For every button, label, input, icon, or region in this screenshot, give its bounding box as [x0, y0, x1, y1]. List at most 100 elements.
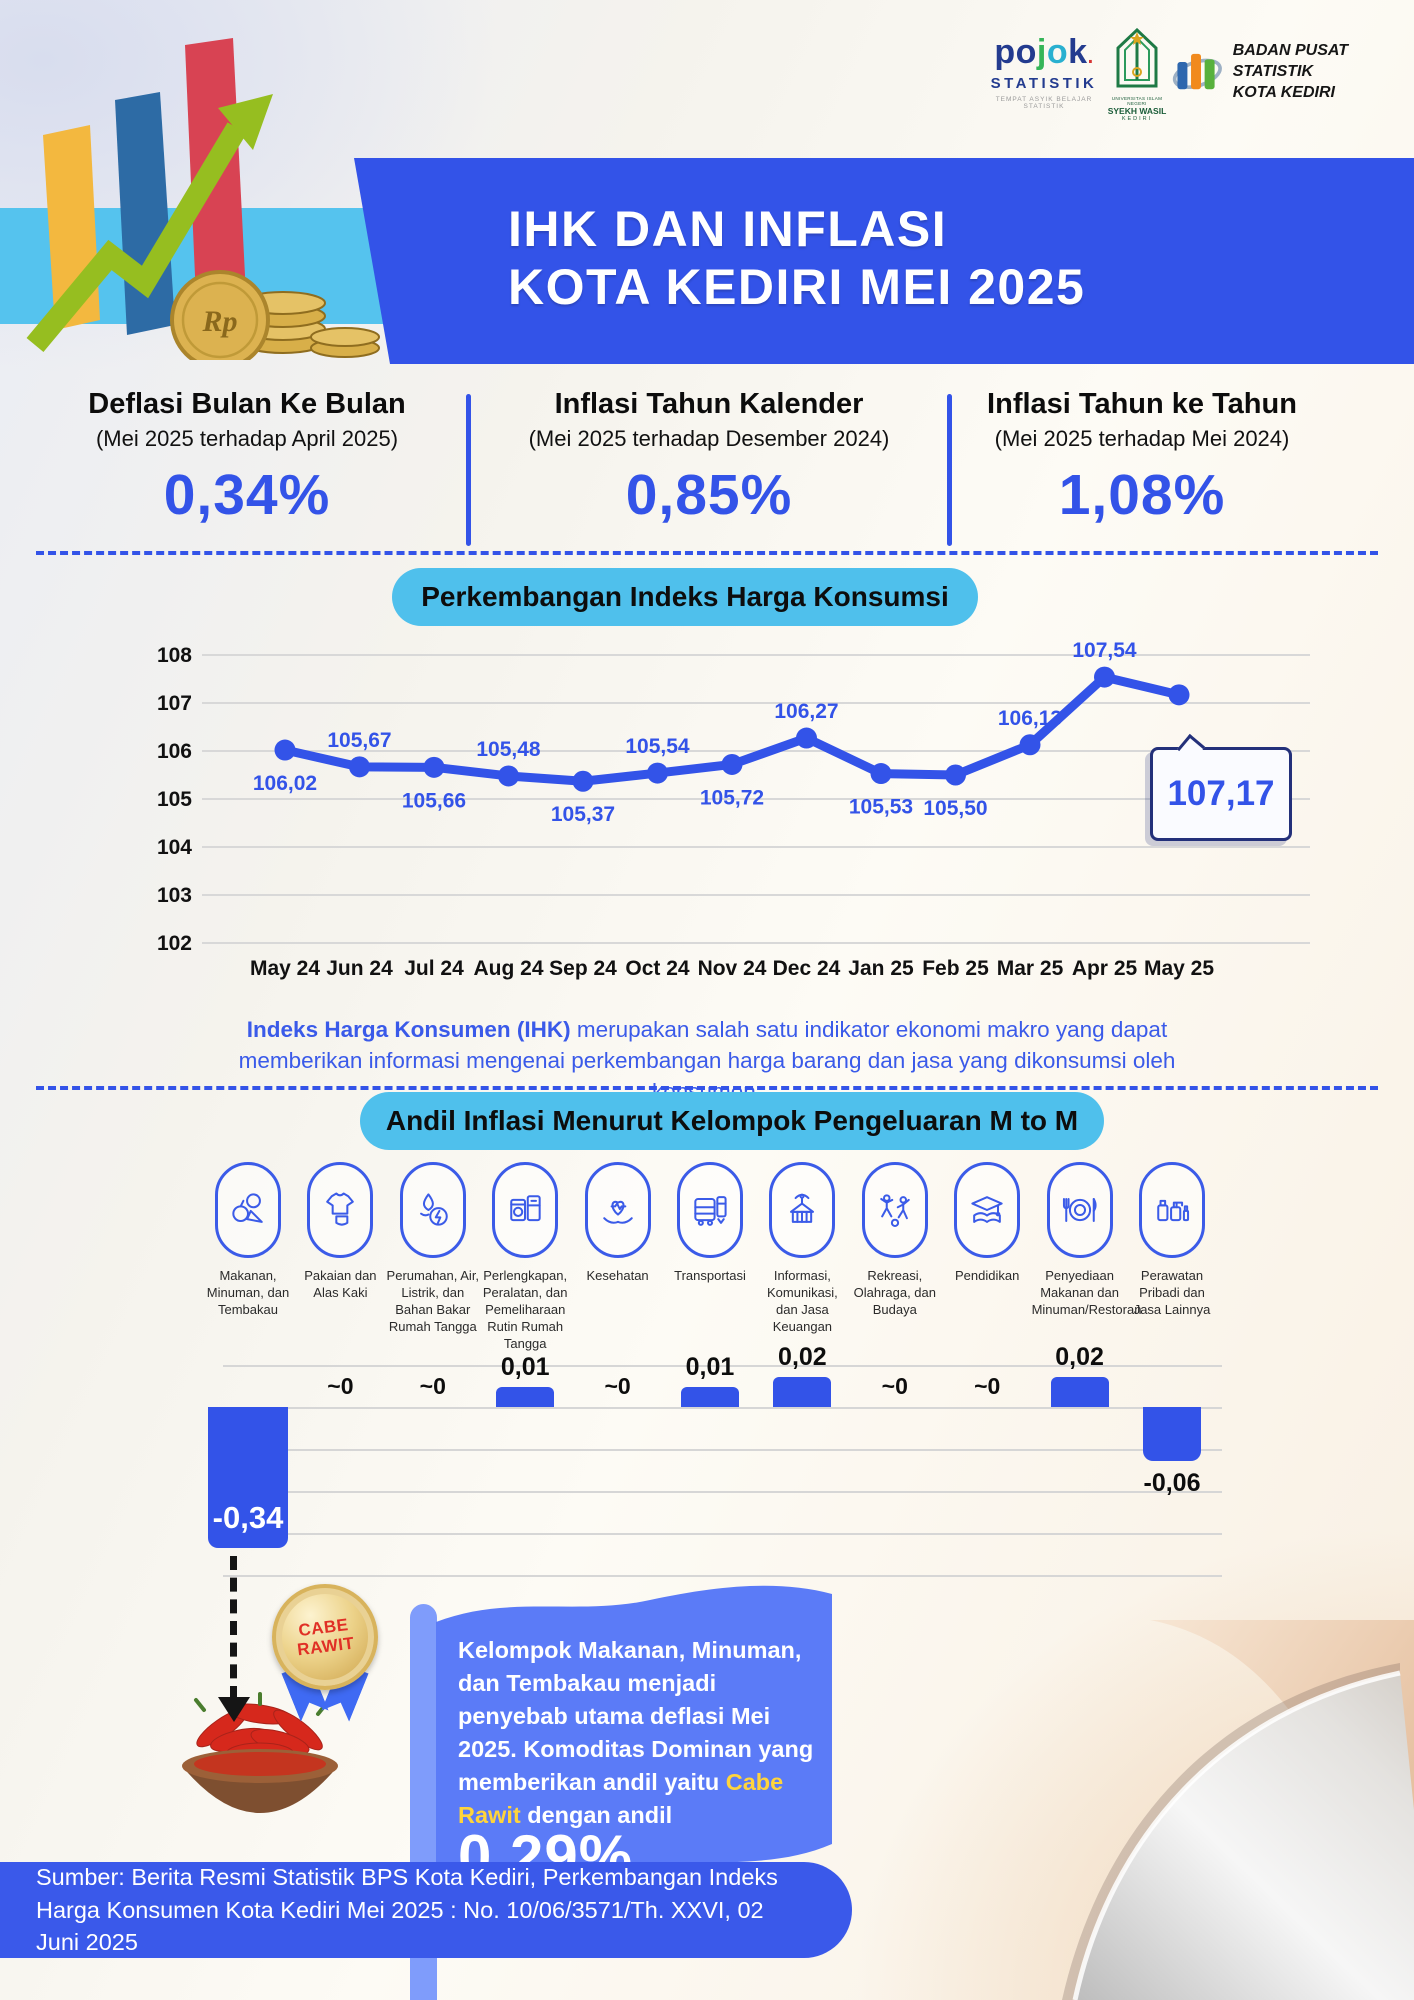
contribution-bar [496, 1387, 555, 1407]
group-label: Informasi, Komunikasi, dan Jasa Keuangan [766, 1268, 838, 1334]
data-point [1019, 734, 1041, 756]
stat-inflasi-yoy: Inflasi Tahun ke Tahun (Mei 2025 terhada… [952, 382, 1332, 546]
callout-highlight: Cabe Rawit [458, 1769, 784, 1828]
svg-text:Rp: Rp [201, 305, 237, 338]
group-label: Rekreasi, Olahraga, dan Budaya [853, 1268, 936, 1317]
uin-syekh-wasil-logo: UNIVERSITAS ISLAM NEGERI SYEKH WASIL KED… [1106, 27, 1168, 122]
bps-name: BADAN PUSAT STATISTIK [1232, 42, 1349, 80]
stat-value: 1,08% [1058, 463, 1226, 527]
personal-care-icon [1139, 1162, 1205, 1258]
growth-arrow-icon [26, 122, 247, 353]
x-axis-label: Nov 24 [698, 957, 767, 980]
ihk-line-chart: 108 107 106 105 104 103 102 May 24 Jun 24 Jul 24 A… [150, 635, 1330, 1035]
recreation-sport-culture-icon [861, 1162, 928, 1258]
data-point [870, 763, 892, 785]
bar-value-label: ~0 [604, 1373, 631, 1399]
group-label: Transportasi [674, 1268, 746, 1283]
x-axis-label: Jan 25 [848, 957, 914, 980]
data-point-label: 105,48 [476, 738, 541, 761]
contribution-bar [681, 1387, 739, 1407]
latest-ihk-value: 107,17 [1167, 774, 1275, 813]
gridline [223, 1407, 1222, 1409]
data-point-label: 105,37 [551, 803, 615, 826]
stat-value: 0,34% [163, 463, 331, 527]
arrow-head-icon [218, 1697, 250, 1722]
data-point-label: 105,54 [625, 735, 690, 758]
pojok-statistik-logo: pojok. STATISTIK TEMPAT ASYIK BELAJAR ST… [985, 33, 1103, 110]
stat-title: Inflasi Tahun ke Tahun [987, 388, 1297, 420]
data-point-label: 105,72 [700, 786, 764, 809]
data-point-label: 107,54 [1072, 639, 1137, 662]
group-label: Kesehatan [586, 1268, 649, 1283]
expenditure-group: Perawatan Pribadi dan Jasa Lainnya [1124, 1162, 1220, 1319]
ihk-definition-note: Indeks Harga Konsumen (IHK) merupakan sa… [202, 1014, 1212, 1107]
expenditure-group: Informasi, Komunikasi, dan Jasa Keuangan [754, 1162, 850, 1336]
expenditure-group-icons: Makanan, Minuman, dan Tembakau Pakaian da… [150, 1162, 1330, 1351]
y-axis-tick: 106 [157, 740, 192, 763]
bar-value-label: -0,34 [212, 1500, 284, 1535]
expenditure-group: Penyediaan Makanan dan Minuman/Restoran [1031, 1162, 1142, 1319]
expenditure-group: Makanan, Minuman, dan Tembakau [200, 1162, 296, 1319]
education-icon [954, 1162, 1021, 1258]
food-beverage-icon [215, 1162, 281, 1258]
pojok-wordmark: pojok. [994, 33, 1094, 71]
group-label: Perawatan Pribadi dan Jasa Lainnya [1133, 1268, 1211, 1317]
health-icon [584, 1162, 651, 1258]
data-point [1168, 684, 1190, 706]
bar-value-label: ~0 [881, 1373, 908, 1399]
gridline [223, 1365, 1222, 1367]
medal-circle-icon: CABE RAWIT [272, 1584, 378, 1690]
group-label: Perlengkapan, Peralatan, dan Pemeliharaa… [482, 1268, 568, 1351]
cabe-rawit-medal: CABE RAWIT [272, 1584, 382, 1724]
data-point [274, 739, 296, 761]
chili-bowl-image [182, 1692, 338, 1813]
contribution-bar [1143, 1407, 1201, 1461]
stat-title: Inflasi Tahun Kalender [554, 388, 864, 420]
data-point [349, 756, 370, 778]
pojok-tagline: TEMPAT ASYIK BELAJAR STATISTIK [995, 96, 1093, 110]
latest-value-callout: 107,17 [1150, 733, 1292, 841]
page-title-line2: KOTA KEDIRI MEI 2025 [508, 259, 1086, 315]
expenditure-group: Transportasi [662, 1162, 758, 1285]
stat-deflasi-mtm: Deflasi Bulan Ke Bulan (Mei 2025 terhada… [28, 382, 466, 546]
rupiah-coin-icon: Rp [170, 270, 270, 360]
bar-value-label: ~0 [327, 1373, 354, 1399]
callout-text: Kelompok Makanan, Minuman, dan Tembakau … [458, 1637, 814, 1795]
page-title-line1: IHK DAN INFLASI [508, 201, 948, 257]
uin-emblem-icon [1116, 27, 1158, 88]
y-axis-tick: 105 [157, 788, 192, 811]
data-point [945, 764, 966, 786]
restaurant-icon [1046, 1162, 1113, 1258]
growth-chart-illustration: Rp [26, 38, 380, 360]
blue-bar-shape [115, 92, 175, 335]
information-communication-icon [769, 1162, 836, 1258]
x-axis-label: Jun 24 [326, 957, 393, 980]
housing-utilities-icon [399, 1162, 466, 1258]
transportation-icon [677, 1162, 743, 1258]
data-point [1094, 666, 1115, 688]
x-axis-label: Mar 25 [997, 957, 1064, 980]
expenditure-group: Pendidikan [939, 1162, 1035, 1285]
y-axis-tick: 108 [157, 644, 192, 667]
stat-subtitle: (Mei 2025 terhadap April 2025) [95, 426, 399, 451]
section-title-ihk: Perkembangan Indeks Harga Konsumsi [392, 568, 978, 626]
x-axis-label: Oct 24 [625, 957, 690, 980]
stat-divider [466, 394, 471, 546]
bar-value-label: ~0 [419, 1373, 446, 1399]
x-axis-label: Aug 24 [473, 957, 543, 980]
gridline [223, 1575, 1222, 1577]
gridline [223, 1491, 1222, 1493]
gridline [223, 1533, 1222, 1535]
x-axis-label: Sep 24 [549, 957, 617, 980]
data-point-label: 106,27 [774, 700, 838, 723]
contribution-bar [1050, 1377, 1109, 1407]
contribution-bar [773, 1377, 832, 1407]
y-axis-tick: 103 [157, 884, 192, 907]
pojok-subtitle: STATISTIK [990, 75, 1098, 92]
group-label: Penyediaan Makanan dan Minuman/Restoran [1031, 1268, 1142, 1317]
deflation-pointer-arrow [230, 1556, 237, 1700]
data-point-label: 105,66 [402, 789, 466, 812]
data-point-label: 105,53 [849, 796, 913, 819]
uin-caption-line1: UNIVERSITAS ISLAM NEGERI [1111, 96, 1163, 106]
ihk-line-chart-svg: 108 107 106 105 104 103 102 May 24 Jun 24 Jul 24 A… [157, 639, 1310, 980]
